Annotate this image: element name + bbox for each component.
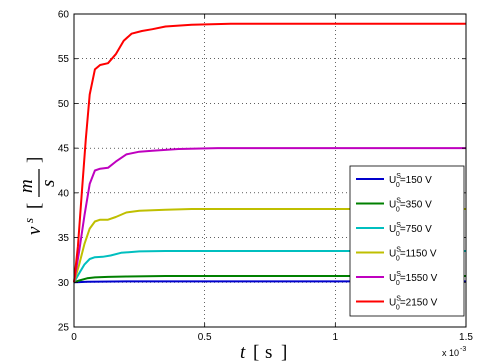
y-axis-var-sup: s bbox=[21, 218, 36, 223]
series-line-6 bbox=[73, 22, 466, 283]
ticks: 0 0.5 1 1.5 25 30 35 40 45 50 55 60 bbox=[58, 10, 474, 344]
x-tick-label: 0.5 bbox=[198, 332, 212, 343]
y-axis-var: v bbox=[24, 226, 45, 235]
plot-frame bbox=[73, 13, 467, 328]
x-axis-unit: s bbox=[265, 342, 272, 362]
x-multiplier-text: x 10 bbox=[442, 348, 459, 358]
x-multiplier: x 10 -3 bbox=[442, 346, 466, 358]
x-axis-label: t [ s ] bbox=[240, 342, 287, 362]
y-tick-label: 60 bbox=[58, 10, 70, 21]
y-axis-label: v s [ m s ] bbox=[16, 157, 59, 235]
x-tick-label: 1.5 bbox=[459, 332, 473, 343]
legend-label-5: US 0=1550 V bbox=[389, 271, 438, 287]
x-axis-open-bracket: [ bbox=[253, 342, 259, 362]
x-axis-var: t bbox=[240, 342, 246, 362]
series-line-2 bbox=[73, 275, 466, 284]
y-tick-label: 55 bbox=[58, 54, 70, 65]
legend: US 0=150 V US 0=350 V US 0=750 V US 0=1150 V US 0… bbox=[349, 165, 465, 317]
series-line-1 bbox=[73, 280, 466, 284]
series-line-5 bbox=[73, 147, 466, 283]
y-tick-label: 25 bbox=[58, 323, 70, 334]
x-tick-label: 0 bbox=[71, 332, 77, 343]
y-axis-close-bracket: ] bbox=[24, 157, 45, 163]
x-axis-close-bracket: ] bbox=[281, 342, 287, 362]
legend-label-1: US 0=150 V bbox=[389, 173, 432, 189]
y-axis-unit-den: s bbox=[38, 180, 59, 187]
y-axis-open-bracket: [ bbox=[24, 203, 45, 209]
legend-label-2: US 0=350 V bbox=[389, 198, 432, 214]
y-tick-label: 35 bbox=[58, 233, 70, 244]
series-lines bbox=[73, 22, 466, 284]
legend-label-3: US 0=750 V bbox=[389, 222, 432, 238]
legend-box bbox=[349, 165, 465, 317]
y-tick-label: 30 bbox=[58, 278, 70, 289]
y-axis-unit-num: m bbox=[16, 179, 37, 193]
series-line-3 bbox=[73, 250, 466, 283]
y-tick-label: 45 bbox=[58, 144, 70, 155]
y-tick-label: 50 bbox=[58, 99, 70, 110]
x-tick-label: 1 bbox=[333, 332, 339, 343]
x-multiplier-exponent: -3 bbox=[460, 346, 466, 353]
series-line-4 bbox=[73, 208, 466, 283]
legend-label-4: US 0=1150 V bbox=[389, 247, 437, 263]
legend-label-6: US 0=2150 V bbox=[389, 296, 438, 312]
y-tick-label: 40 bbox=[58, 188, 70, 199]
